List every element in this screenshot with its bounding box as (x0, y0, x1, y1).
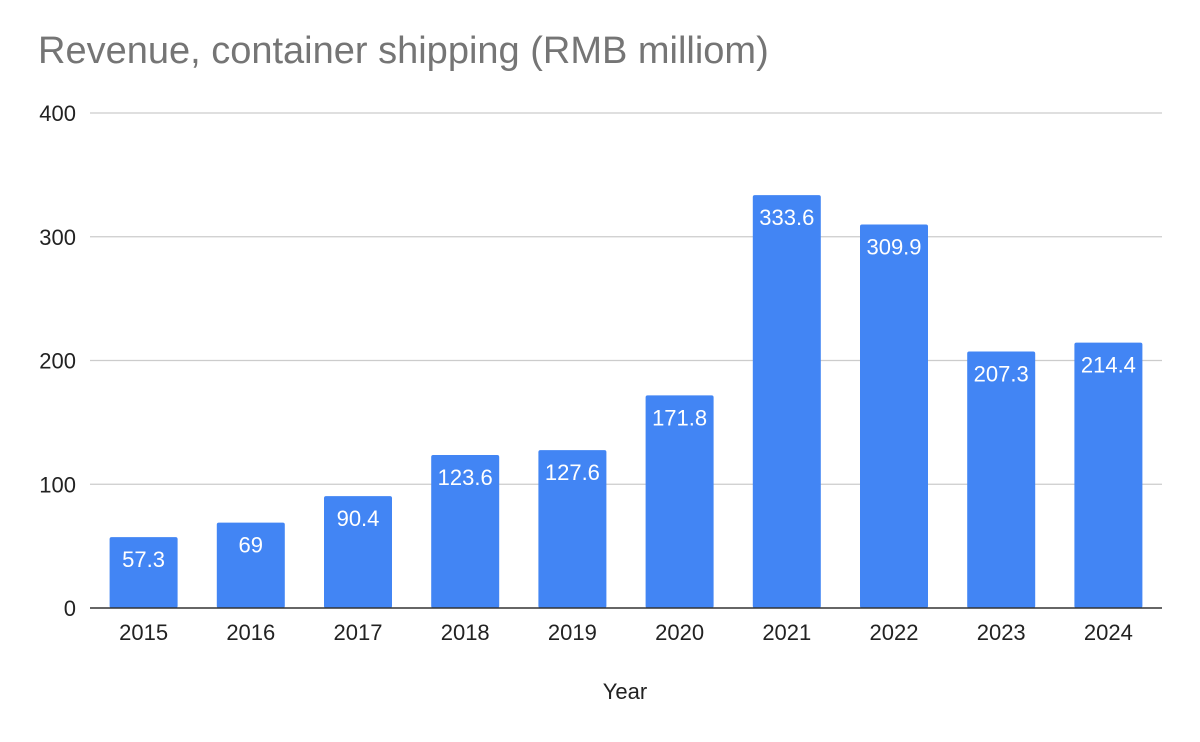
x-axis-title: Year (603, 679, 647, 704)
bar-value-label: 214.4 (1081, 353, 1136, 378)
bar-value-label: 171.8 (652, 405, 707, 430)
y-tick-label: 0 (64, 596, 76, 621)
bar-value-label: 333.6 (759, 205, 814, 230)
x-tick-label: 2016 (226, 620, 275, 645)
y-tick-label: 400 (39, 101, 76, 126)
bar-value-label: 309.9 (866, 234, 921, 259)
bar (752, 195, 821, 609)
y-axis-ticks: 0 100 200 300 400 (39, 101, 76, 621)
x-tick-label: 2022 (870, 620, 919, 645)
bar (431, 455, 500, 608)
bar (860, 224, 928, 608)
x-tick-label: 2019 (548, 620, 597, 645)
bar-value-label: 69 (239, 533, 263, 558)
y-tick-label: 300 (39, 225, 76, 250)
x-tick-label: 2021 (762, 620, 811, 645)
data-labels: 57.3 69 90.4 123.6 127.6 171.8 333.6 309.9 207.3… (122, 205, 1136, 572)
bars (109, 195, 1143, 609)
bar-value-label: 57.3 (122, 547, 165, 572)
x-tick-label: 2020 (655, 620, 704, 645)
x-tick-label: 2023 (977, 620, 1026, 645)
y-tick-label: 200 (39, 349, 76, 374)
y-tick-label: 100 (39, 472, 76, 497)
bar-value-label: 127.6 (545, 460, 600, 485)
bar (324, 496, 392, 608)
bar (538, 450, 607, 608)
x-tick-label: 2015 (119, 620, 168, 645)
bar (645, 395, 714, 608)
chart-title: Revenue, container shipping (RMB milliom… (38, 30, 769, 72)
bar (109, 537, 178, 608)
x-axis-ticks: 2015 2016 2017 2018 2019 2020 2021 2022 2023 2024 (119, 620, 1133, 645)
bar-value-label: 90.4 (337, 506, 380, 531)
bar-value-label: 123.6 (438, 465, 493, 490)
bar (216, 522, 285, 608)
x-tick-label: 2018 (441, 620, 490, 645)
bar-value-label: 207.3 (974, 361, 1029, 386)
bar (1074, 342, 1143, 608)
bar (967, 351, 1036, 608)
x-tick-label: 2024 (1084, 620, 1133, 645)
x-tick-label: 2017 (334, 620, 383, 645)
